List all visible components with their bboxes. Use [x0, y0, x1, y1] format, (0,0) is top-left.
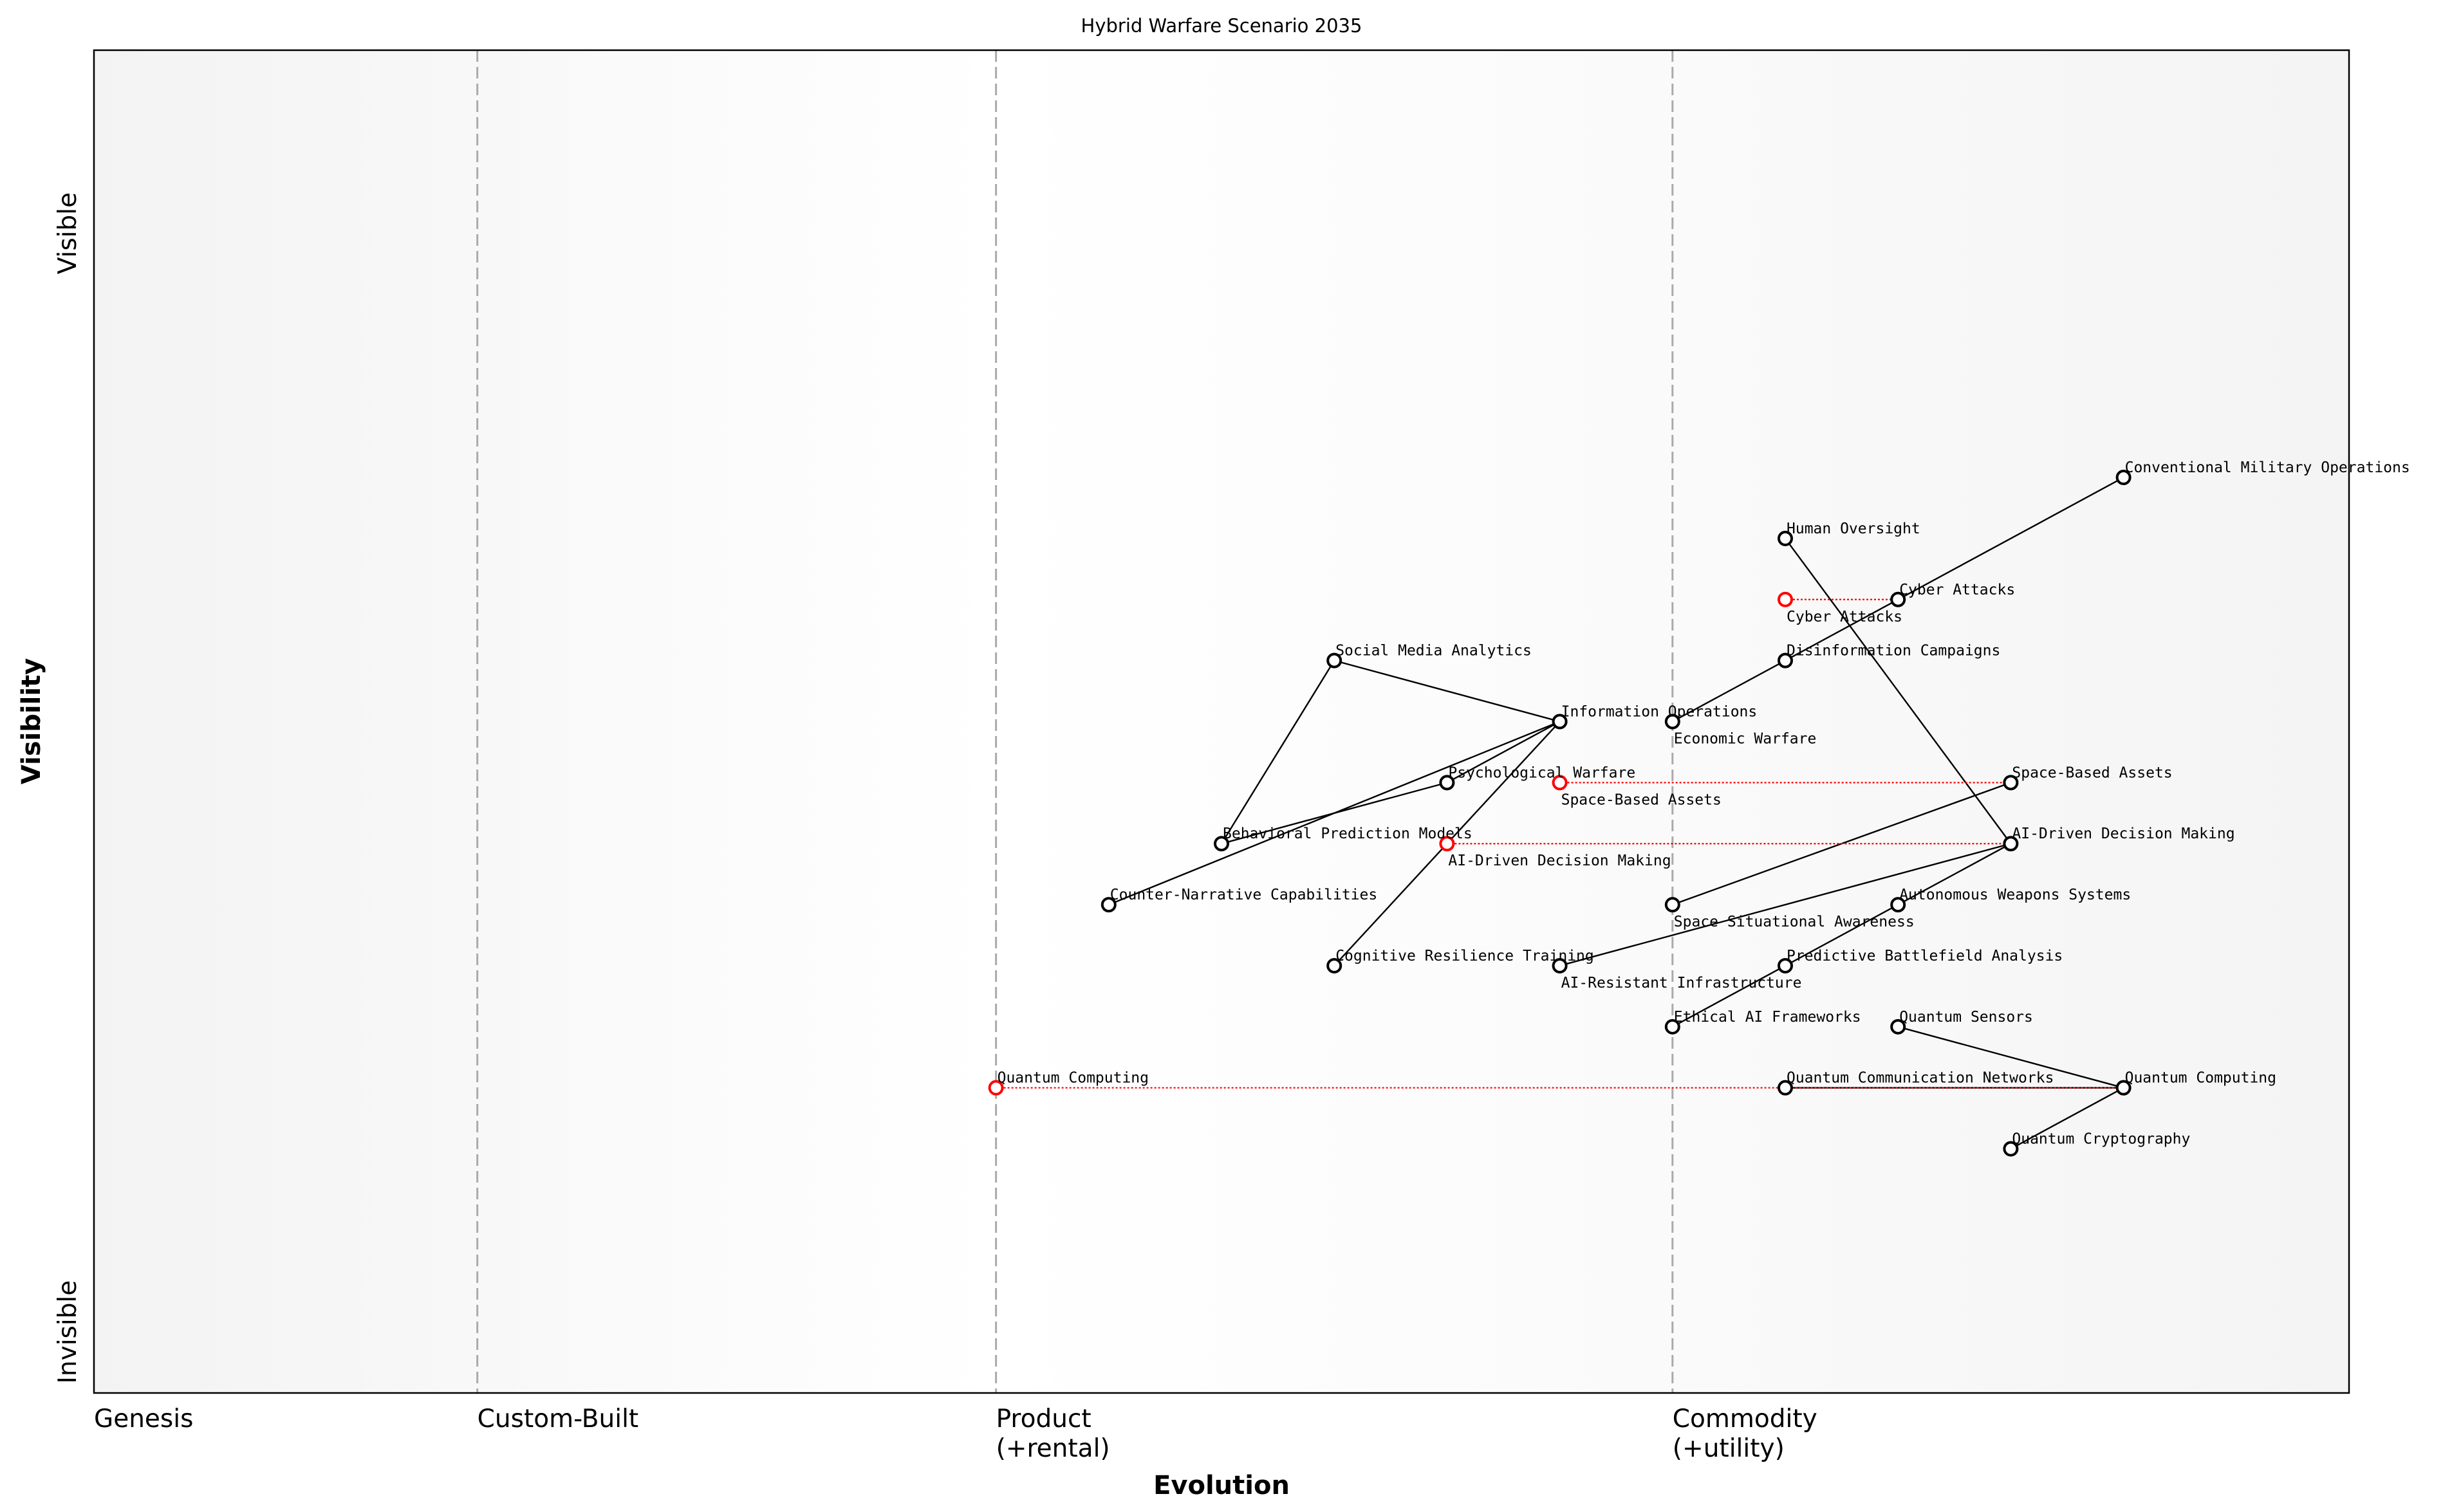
component-node [1890, 591, 1906, 607]
dependency-edge [1333, 659, 1560, 723]
component-node [988, 1080, 1004, 1096]
component-label: Information Operations [1561, 704, 1758, 721]
component-label: Space-Based Assets [1561, 791, 1722, 808]
component-node [1439, 836, 1455, 852]
component-node [1778, 652, 1793, 668]
x-tick-label: Product [996, 1405, 1091, 1434]
dependency-edge [1785, 598, 1899, 661]
dependency-edge [1785, 538, 2012, 844]
component-node [1439, 775, 1455, 791]
component-node [2115, 1080, 2132, 1096]
dependency-edge [1897, 843, 2011, 906]
component-node [1552, 714, 1568, 730]
component-label: Quantum Cryptography [2012, 1131, 2190, 1148]
x-tick-label: Custom-Built [478, 1405, 639, 1434]
x-tick-label: Genesis [94, 1405, 193, 1434]
component-label: Ethical AI Frameworks [1674, 1009, 1861, 1026]
component-node [1101, 897, 1117, 913]
component-label: Conventional Military Operations [2125, 459, 2410, 476]
component-label: AI-Resistant Infrastructure [1561, 975, 1802, 991]
dependency-edge [1221, 782, 1447, 845]
component-label: Cognitive Resilience Training [1335, 948, 1594, 964]
component-label: Quantum Computing [2125, 1070, 2276, 1087]
dependency-edge [1672, 964, 1786, 1028]
component-node [1664, 897, 1680, 913]
component-label: Space Situational Awareness [1674, 914, 1915, 930]
dependency-edge [1672, 659, 1786, 723]
component-label: Autonomous Weapons Systems [1899, 887, 2131, 903]
component-node [1664, 1019, 1680, 1035]
component-node [1890, 897, 1906, 913]
dependency-edge [1897, 1026, 2124, 1089]
component-label: Human Oversight [1787, 521, 1920, 537]
x-tick-label: (+rental) [996, 1434, 1110, 1463]
component-label: Economic Warfare [1674, 731, 1817, 748]
component-label: Space-Based Assets [2012, 764, 2172, 781]
plot-background [94, 50, 2349, 1393]
component-node [1778, 957, 1793, 973]
dependency-edge [2010, 1087, 2124, 1150]
dependency-edge [1220, 660, 1335, 844]
component-node [1664, 714, 1680, 730]
component-node [1552, 775, 1568, 791]
component-node [1326, 652, 1342, 668]
component-node [1326, 957, 1342, 973]
y-tick-label: Invisible [53, 1280, 82, 1384]
component-label: Quantum Computing [998, 1070, 1149, 1087]
component-label: Quantum Sensors [1899, 1009, 2033, 1026]
x-tick-label: Commodity [1673, 1405, 1817, 1434]
component-label: AI-Driven Decision Making [1448, 853, 1671, 869]
component-label: Cyber Attacks [1787, 609, 1902, 625]
component-label: Quantum Communication Networks [1787, 1070, 2054, 1087]
component-node [2115, 470, 2132, 486]
y-tick-label: Visible [53, 192, 82, 274]
component-node [1778, 1080, 1793, 1096]
component-node [2003, 775, 2019, 791]
x-axis-label: Evolution [1153, 1471, 1290, 1500]
component-node [2003, 836, 2019, 852]
dependency-edge [1559, 843, 2011, 967]
dependency-edge [1785, 904, 1899, 967]
component-node [1778, 530, 1793, 546]
component-label: AI-Driven Decision Making [2012, 825, 2234, 842]
component-label: Predictive Battlefield Analysis [1787, 948, 2063, 964]
component-node [1890, 1019, 1906, 1035]
y-axis-label: Visibility [17, 658, 46, 784]
component-node [2003, 1141, 2019, 1157]
dependency-edge [1897, 476, 2124, 600]
component-label: Social Media Analytics [1335, 643, 1532, 659]
dependency-edge [1446, 721, 1561, 784]
component-node [1214, 836, 1229, 852]
component-label: Counter-Narrative Capabilities [1110, 887, 1377, 903]
component-label: Disinformation Campaigns [1787, 643, 2000, 659]
plot-frame [93, 49, 2350, 1394]
component-label: Psychological Warfare [1448, 764, 1635, 781]
component-node [1552, 957, 1568, 973]
chart-title: Hybrid Warfare Scenario 2035 [1081, 15, 1362, 37]
x-tick-label: (+utility) [1673, 1434, 1785, 1463]
component-label: Cyber Attacks [1899, 582, 2015, 598]
component-node [1778, 591, 1793, 607]
component-label: Behavioral Prediction Models [1223, 825, 1472, 842]
